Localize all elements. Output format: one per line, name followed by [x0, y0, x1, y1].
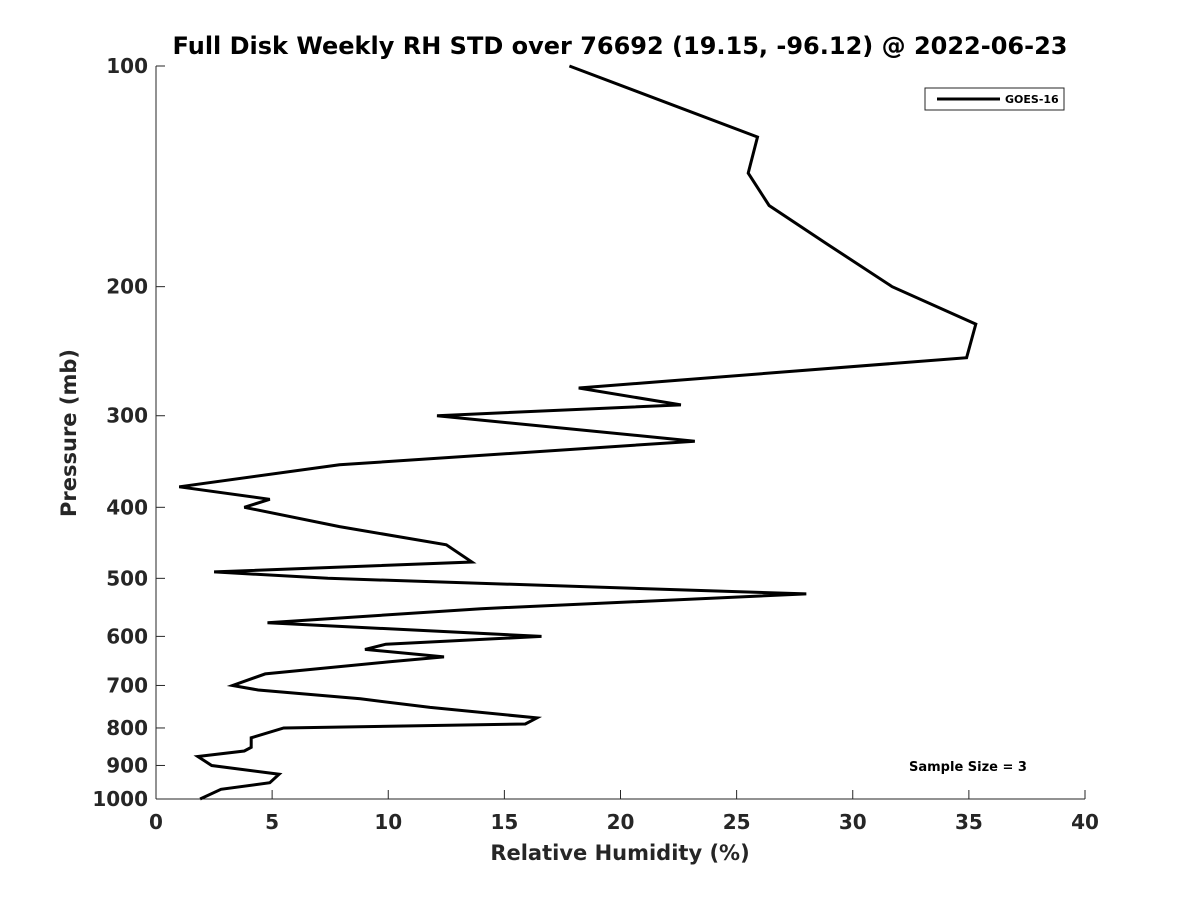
x-axis-label: Relative Humidity (%): [490, 841, 749, 865]
series-line-goes16: [178, 64, 978, 801]
x-tick-label: 5: [265, 810, 279, 834]
x-tick-label: 20: [607, 810, 635, 834]
series-group: [178, 64, 978, 801]
chart-title: Full Disk Weekly RH STD over 76692 (19.1…: [173, 32, 1068, 60]
y-tick-label: 200: [106, 275, 148, 299]
legend: GOES-16: [924, 87, 1065, 111]
x-tick-label: 10: [374, 810, 402, 834]
y-tick-label: 700: [106, 673, 148, 697]
x-tick-label: 25: [723, 810, 751, 834]
y-tick-label: 900: [106, 753, 148, 777]
tick-group: 0 5 10 15 20 25 30 35 40 100 200 300 400 500 600 700 800…: [92, 54, 1099, 834]
y-tick-label: 1000: [92, 787, 148, 811]
y-tick-label: 300: [106, 404, 148, 428]
y-tick-label: 800: [106, 716, 148, 740]
y-axis-label: Pressure (mb): [57, 349, 81, 517]
y-tick-label: 600: [106, 624, 148, 648]
y-tick-label: 400: [106, 495, 148, 519]
x-tick-label: 35: [955, 810, 983, 834]
legend-label-goes16: GOES-16: [1005, 93, 1059, 106]
x-tick-label: 0: [149, 810, 163, 834]
x-tick-label: 30: [839, 810, 867, 834]
sample-size-annotation: Sample Size = 3: [909, 760, 1027, 775]
y-tick-label: 500: [106, 566, 148, 590]
x-tick-label: 15: [490, 810, 518, 834]
y-tick-label: 100: [106, 54, 148, 78]
x-tick-label: 40: [1071, 810, 1099, 834]
